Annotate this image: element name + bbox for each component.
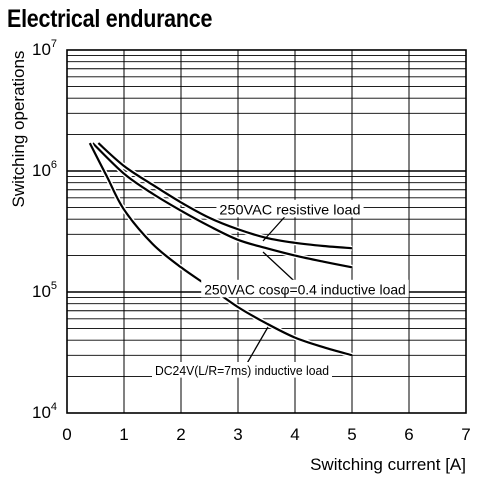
x-tick-label: 4: [290, 425, 299, 444]
series-line-2: [91, 142, 353, 269]
x-tick-label: 2: [176, 425, 185, 444]
annotation-label-2: 250VAC cosφ=0.4 inductive load: [204, 282, 406, 298]
x-tick-label: 3: [233, 425, 242, 444]
series-lines: [87, 141, 353, 358]
tick-labels: 0 1 2 3 4 5 6 7 104 105 106 107: [32, 38, 471, 444]
x-tick-label: 1: [119, 425, 128, 444]
y-tick-exponent: 4: [51, 401, 57, 413]
grid: [66, 49, 467, 414]
y-axis-label: Switching operations: [9, 51, 28, 208]
x-tick-label: 5: [347, 425, 356, 444]
x-tick-label: 7: [461, 425, 470, 444]
y-tick-label: 107: [32, 38, 57, 59]
series-line-1: [97, 142, 353, 250]
y-tick-exponent: 6: [51, 159, 57, 171]
chart-title: Electrical endurance: [7, 5, 213, 33]
annotation-box: [216, 199, 364, 218]
annotation-label-3: DC24V(L/R=7ms) inductive load: [155, 364, 329, 378]
y-tick-label: 105: [32, 280, 57, 301]
plot-frame: [66, 49, 467, 414]
x-axis-label: Switching current [A]: [310, 455, 466, 474]
y-tick-label: 106: [32, 159, 57, 180]
annotation-box: [152, 362, 332, 378]
annotation-label-1: 250VAC resistive load: [219, 202, 360, 218]
annotation-box: [201, 279, 409, 298]
x-tick-label: 6: [404, 425, 413, 444]
y-tick-exponent: 5: [51, 280, 57, 292]
annotations: 250VAC resistive load 250VAC cosφ=0.4 ind…: [152, 199, 409, 378]
y-tick-label: 104: [32, 401, 57, 422]
x-tick-label: 0: [62, 425, 71, 444]
y-tick-exponent: 7: [51, 38, 57, 50]
